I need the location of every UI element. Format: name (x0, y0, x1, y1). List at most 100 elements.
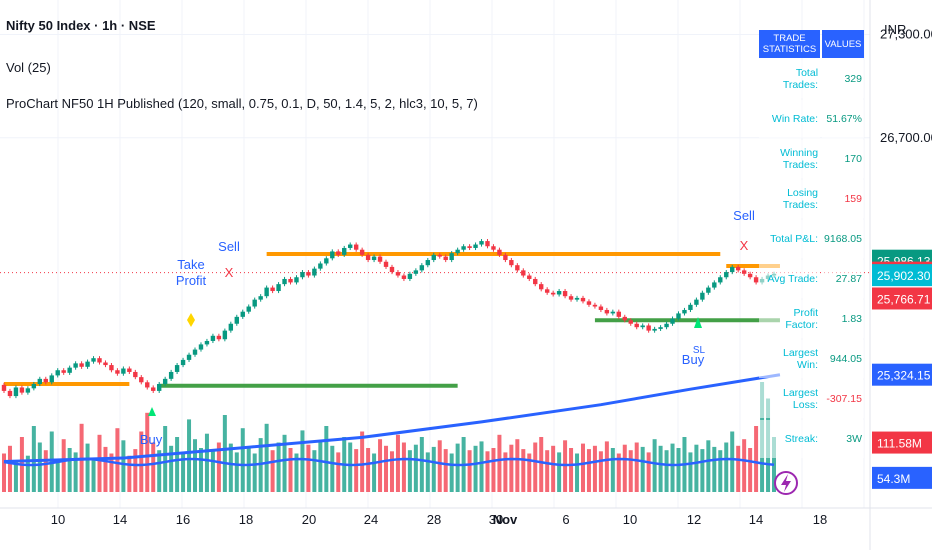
candle-body[interactable] (652, 328, 657, 331)
indicator-legend[interactable]: ProChart NF50 1H Published (120, small, … (6, 96, 478, 111)
candle-body[interactable] (43, 378, 48, 383)
candle-body[interactable] (521, 270, 526, 276)
candle-body[interactable] (718, 277, 723, 283)
candle-body[interactable] (604, 309, 610, 314)
candle-body[interactable] (574, 297, 580, 300)
candle-body[interactable] (628, 320, 633, 324)
candle-body[interactable] (324, 258, 329, 264)
volume-legend[interactable]: Vol (25) (6, 60, 51, 75)
candle-body[interactable] (700, 292, 705, 300)
candle-body[interactable] (730, 266, 735, 273)
candle-body[interactable] (371, 256, 377, 261)
candle-body[interactable] (694, 299, 699, 305)
candle-body[interactable] (318, 263, 323, 269)
candle-body[interactable] (544, 289, 550, 293)
candle-body[interactable] (616, 311, 622, 317)
candle-body[interactable] (174, 365, 180, 372)
candle-body[interactable] (234, 316, 239, 324)
candle-body[interactable] (55, 370, 60, 376)
candle-body[interactable] (646, 325, 651, 331)
candle-body[interactable] (97, 358, 102, 363)
symbol-title[interactable]: Nifty 50 Index · 1h · NSE (6, 18, 156, 33)
candle-body[interactable] (640, 325, 645, 328)
candle-body[interactable] (246, 306, 251, 312)
candle-body[interactable] (425, 260, 430, 266)
candle-body[interactable] (676, 313, 681, 319)
candle-body[interactable] (413, 270, 419, 274)
candle-body[interactable] (336, 251, 341, 255)
candle-body[interactable] (312, 268, 317, 276)
candle-body[interactable] (634, 323, 639, 328)
candle-body[interactable] (353, 244, 359, 250)
candle-body[interactable] (658, 327, 663, 329)
candle-body[interactable] (539, 284, 544, 290)
candle-body[interactable] (682, 309, 687, 314)
candle-body[interactable] (747, 273, 753, 278)
candle-body[interactable] (240, 311, 245, 317)
candle-body[interactable] (586, 301, 592, 305)
candle-body[interactable] (288, 278, 293, 283)
candle-body[interactable] (735, 266, 741, 271)
candle-body[interactable] (443, 256, 448, 261)
candle-body[interactable] (455, 249, 460, 254)
candle-body[interactable] (509, 260, 514, 266)
candle-body[interactable] (121, 368, 126, 374)
candle-body[interactable] (348, 244, 353, 248)
candle-body[interactable] (580, 297, 586, 302)
candle-body[interactable] (67, 367, 72, 373)
candle-body[interactable] (706, 287, 711, 293)
candle-body[interactable] (550, 292, 556, 295)
candle-body[interactable] (359, 249, 365, 255)
candle-body[interactable] (401, 275, 407, 279)
candle-body[interactable] (473, 244, 478, 248)
candle-body[interactable] (712, 282, 717, 288)
candle-body[interactable] (49, 375, 54, 383)
candle-body[interactable] (407, 273, 413, 279)
candle-body[interactable] (264, 287, 269, 297)
candle-body[interactable] (670, 318, 675, 324)
candle-body[interactable] (103, 362, 108, 366)
candle-body[interactable] (85, 361, 90, 367)
candle-body[interactable] (461, 246, 466, 250)
candle-body[interactable] (503, 254, 508, 261)
candle-body[interactable] (109, 365, 114, 371)
candle-body[interactable] (186, 354, 192, 360)
candle-body[interactable] (7, 390, 13, 397)
candle-body[interactable] (198, 344, 204, 350)
candle-body[interactable] (13, 387, 19, 397)
candle-body[interactable] (556, 291, 562, 295)
candle-body[interactable] (79, 363, 84, 367)
candle-body[interactable] (222, 330, 228, 340)
candle-body[interactable] (622, 316, 627, 321)
candle-body[interactable] (383, 261, 389, 267)
candle-body[interactable] (139, 377, 144, 383)
candle-body[interactable] (210, 335, 216, 341)
candle-body[interactable] (365, 254, 371, 261)
candle-body[interactable] (389, 266, 395, 273)
candle-body[interactable] (1, 384, 7, 391)
candle-body[interactable] (306, 272, 311, 276)
candle-body[interactable] (31, 384, 37, 389)
candle-body[interactable] (467, 246, 472, 248)
candle-body[interactable] (204, 340, 210, 345)
candle-body[interactable] (395, 272, 401, 276)
candle-body[interactable] (282, 278, 287, 285)
candle-body[interactable] (330, 251, 335, 259)
candle-body[interactable] (515, 265, 520, 271)
candle-body[interactable] (437, 254, 442, 257)
candle-body[interactable] (598, 306, 604, 310)
candle-body[interactable] (753, 277, 759, 283)
candle-body[interactable] (127, 368, 132, 372)
candle-body[interactable] (61, 370, 66, 373)
candle-body[interactable] (228, 323, 234, 331)
candle-body[interactable] (276, 284, 281, 292)
candle-body[interactable] (485, 241, 490, 247)
candle-body[interactable] (562, 291, 568, 297)
candle-body[interactable] (168, 371, 174, 379)
candle-body[interactable] (419, 265, 425, 271)
candle-body[interactable] (25, 388, 31, 393)
candle-body[interactable] (162, 378, 168, 385)
candle-body[interactable] (19, 387, 25, 393)
candle-body[interactable] (258, 296, 263, 300)
candle-body[interactable] (664, 323, 669, 328)
